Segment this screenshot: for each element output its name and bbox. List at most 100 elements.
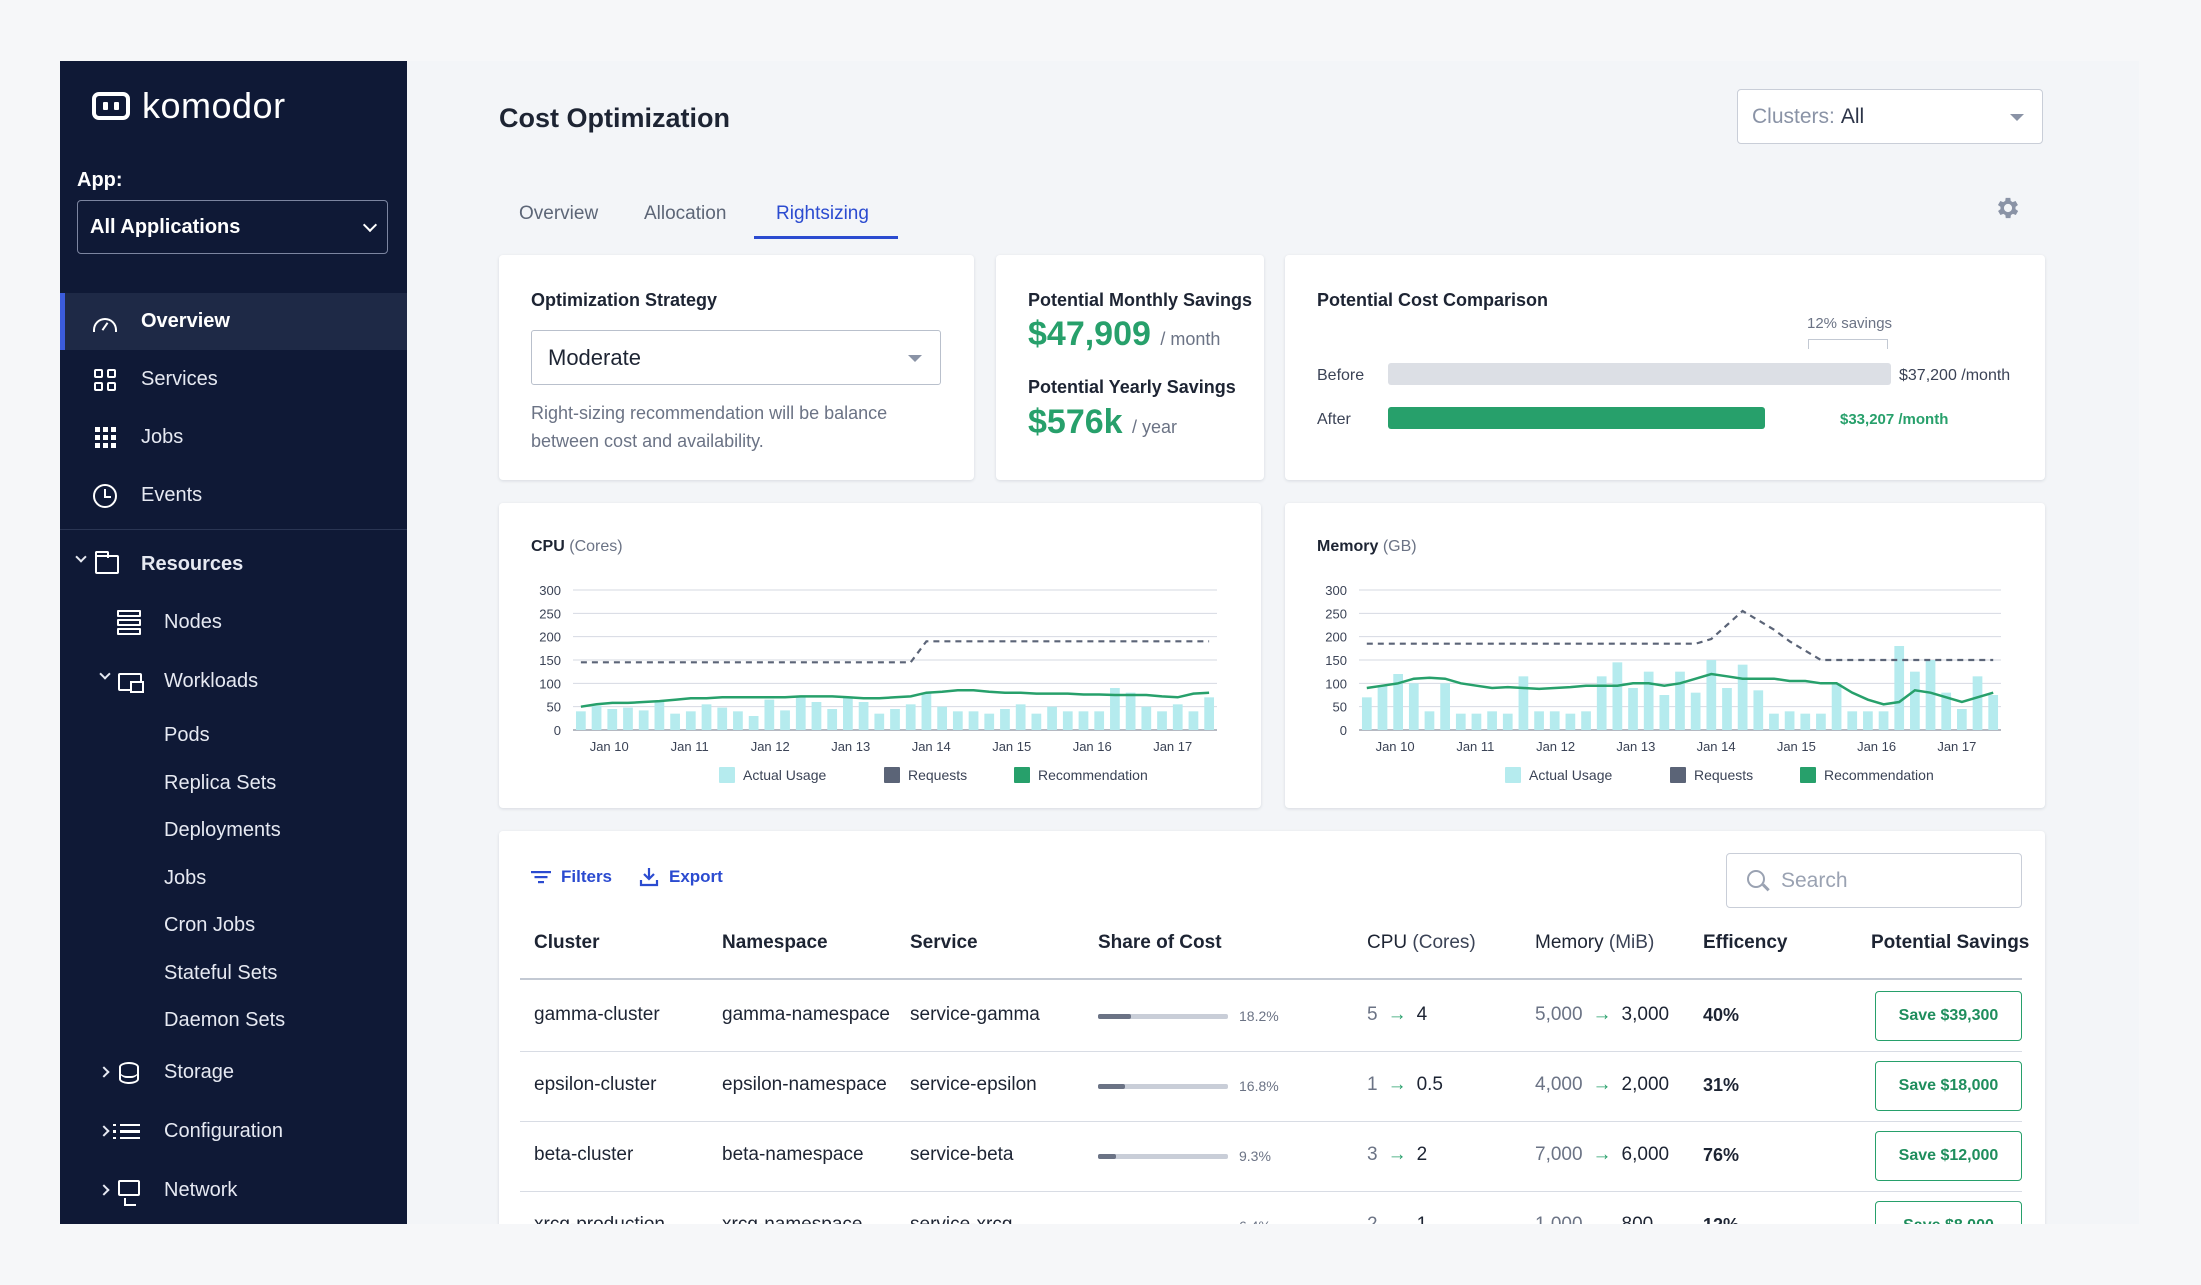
sidebar-item-daemon-sets[interactable]: Daemon Sets	[164, 1009, 286, 1031]
x-tick-label: Jan 11	[1456, 739, 1494, 754]
memory-current: 5,000	[1535, 1004, 1583, 1025]
save-button[interactable]: Save $8,000	[1875, 1201, 2022, 1224]
sidebar-item-stateful-sets[interactable]: Stateful Sets	[164, 962, 278, 984]
column-header-namespace[interactable]: Namespace	[722, 932, 828, 953]
sidebar-item-pods[interactable]: Pods	[164, 724, 210, 746]
actual-usage-bar	[827, 709, 838, 730]
save-button[interactable]: Save $12,000	[1875, 1131, 2022, 1181]
strategy-card: Optimization Strategy Moderate Right-siz…	[499, 255, 974, 480]
sidebar-item-resources[interactable]: Resources	[60, 536, 407, 593]
sidebar-item-events[interactable]: Events	[60, 467, 407, 524]
arrow-right-icon: →	[1387, 1004, 1407, 1025]
actual-usage-bar	[1941, 692, 1952, 730]
row-divider	[520, 1191, 2022, 1192]
row-divider	[520, 1051, 2022, 1052]
comparison-title: Potential Cost Comparison	[1317, 290, 1549, 310]
y-tick-label: 200	[539, 630, 561, 645]
clock-icon	[92, 483, 118, 509]
cell-efficiency: 12%	[1703, 1215, 1739, 1224]
gear-icon[interactable]	[1994, 194, 2022, 222]
sidebar-item-overview[interactable]: Overview	[60, 293, 407, 350]
list-icon	[113, 1119, 140, 1145]
column-header-memory[interactable]: Memory (MiB)	[1535, 932, 1655, 953]
actual-usage-bar	[1816, 713, 1826, 730]
actual-usage-bar	[1581, 711, 1591, 730]
strategy-select[interactable]: Moderate	[531, 330, 941, 385]
share-bar	[1098, 1154, 1228, 1159]
actual-usage-bar	[1847, 711, 1858, 730]
cell-cpu: 1 → 0.5	[1367, 1074, 1443, 1096]
column-header-service[interactable]: Service	[910, 932, 978, 953]
x-tick-label: Jan 12	[1536, 739, 1575, 754]
tab-overview[interactable]: Overview	[519, 203, 599, 224]
sidebar-item-jobs[interactable]: Jobs	[164, 867, 207, 889]
tab-rightsizing[interactable]: Rightsizing	[776, 203, 869, 224]
save-button[interactable]: Save $18,000	[1875, 1061, 2022, 1111]
monthly-savings-amount: $47,909	[1028, 315, 1151, 353]
cpu-chart: 0 50 100 150 200 250 300 Jan 10 Jan 11 Jan 12 Jan …	[539, 583, 1217, 783]
chevron-right-icon	[98, 1184, 110, 1196]
actual-usage-bar	[1471, 713, 1482, 730]
sidebar-item-jobs[interactable]: Jobs	[60, 409, 407, 466]
y-tick-label: 100	[539, 676, 561, 691]
sidebar-item-replica-sets[interactable]: Replica Sets	[164, 772, 277, 794]
legend-swatch	[1800, 767, 1816, 783]
sidebar-divider	[60, 529, 407, 530]
arrow-right-icon: →	[1387, 1074, 1407, 1095]
legend-requests: Requests	[1670, 767, 1753, 783]
cell-memory: 5,000 → 3,000	[1535, 1004, 1669, 1026]
x-tick-label: Jan 14	[1697, 739, 1736, 754]
y-tick-label: 250	[1325, 606, 1347, 621]
caret-down-icon	[908, 355, 922, 362]
sidebar-item-services[interactable]: Services	[60, 351, 407, 408]
cell-service: service-gamma	[910, 1004, 1040, 1025]
cell-memory: 7,000 → 6,000	[1535, 1144, 1669, 1166]
actual-usage-bar	[607, 709, 618, 730]
memory-current: 1,000	[1535, 1214, 1583, 1224]
cpu-current: 1	[1367, 1074, 1378, 1095]
cell-namespace: beta-namespace	[722, 1144, 864, 1165]
y-tick-label: 300	[539, 583, 561, 598]
chevron-right-icon	[98, 1125, 110, 1137]
actual-usage-bar	[1737, 664, 1748, 730]
cell-share-of-cost: 18.2%	[1239, 1008, 1279, 1024]
sidebar-item-deployments[interactable]: Deployments	[164, 819, 281, 841]
actual-usage-bar	[748, 716, 759, 730]
y-tick-label: 150	[539, 653, 561, 668]
actual-usage-bar	[1972, 676, 1983, 730]
filters-button[interactable]: Filters	[531, 867, 612, 887]
cluster-select[interactable]: Clusters: All	[1737, 89, 2043, 144]
tab-allocation[interactable]: Allocation	[644, 203, 727, 224]
search-input[interactable]: Search	[1726, 853, 2022, 908]
sidebar-item-network[interactable]: Network	[60, 1162, 407, 1219]
row-divider	[520, 1121, 2022, 1122]
actual-usage-bar	[1377, 685, 1388, 730]
cost-comparison-card: Potential Cost Comparison 12% savings Be…	[1285, 255, 2045, 480]
sidebar-item-workloads[interactable]: Workloads	[60, 653, 407, 710]
workload-icon	[117, 669, 144, 695]
actual-usage-bar	[1878, 711, 1889, 730]
komodor-logo[interactable]: komodor	[92, 85, 286, 127]
app-select[interactable]: All Applications	[77, 200, 388, 254]
sidebar-item-label: Nodes	[164, 611, 222, 633]
chevron-down-icon	[75, 551, 87, 563]
sidebar-item-nodes[interactable]: Nodes	[60, 594, 407, 651]
sidebar-item-configuration[interactable]: Configuration	[60, 1103, 407, 1160]
sidebar-item-label: Resources	[141, 553, 244, 575]
column-header-share-of-cost[interactable]: Share of Cost	[1098, 932, 1222, 953]
actual-usage-bar	[890, 709, 900, 730]
actual-usage-bar	[1800, 713, 1811, 730]
sidebar-item-cron-jobs[interactable]: Cron Jobs	[164, 914, 256, 936]
actual-usage-bar	[701, 704, 712, 730]
column-header-cpu[interactable]: CPU (Cores)	[1367, 932, 1476, 953]
legend-swatch	[719, 767, 735, 783]
export-button[interactable]: Export	[639, 867, 723, 887]
column-header-efficiency[interactable]: Efficency	[1703, 932, 1788, 953]
actual-usage-bar	[1988, 695, 1999, 730]
x-tick-label: Jan 16	[1857, 739, 1896, 754]
column-header-cluster[interactable]: Cluster	[534, 932, 600, 953]
save-button[interactable]: Save $39,300	[1875, 991, 2022, 1041]
sidebar-item-storage[interactable]: Storage	[60, 1044, 407, 1101]
column-header-potential-savings[interactable]: Potential Savings	[1871, 932, 2030, 953]
actual-usage-bar	[984, 713, 995, 730]
